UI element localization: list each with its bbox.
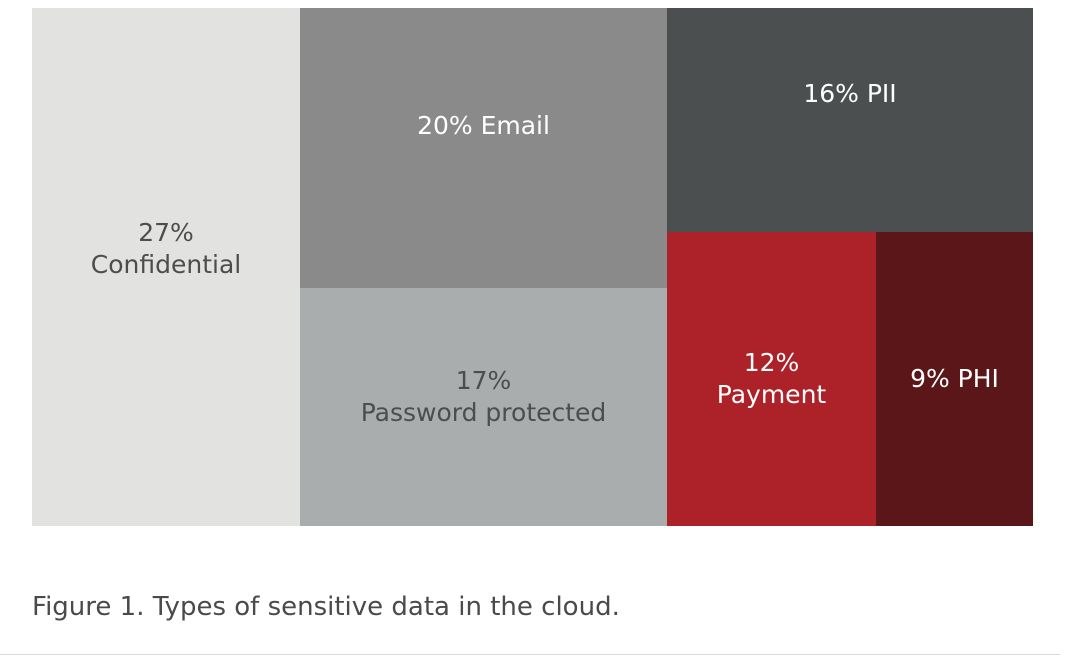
treemap-label-password-protected: 17% Password protected [361,365,607,430]
treemap-label-line: Password protected [360,398,607,427]
treemap-label-phi: 9% PHI [910,363,999,396]
treemap-tile-email: 20% Email [300,8,667,288]
treemap-tile-pii: 16% PII [667,8,1033,232]
figure-caption: Figure 1. Types of sensitive data in the… [32,592,620,622]
treemap-label-line: 12% [743,347,800,377]
treemap-tile-phi: 9% PHI [876,232,1033,526]
treemap-label-line: 17% [455,365,512,395]
treemap-label-line: 9% PHI [910,363,999,393]
treemap-tile-confidential: 27% Confidential [32,8,300,526]
treemap-label-confidential: 27% Confidential [91,217,241,282]
treemap-label-line: 27% [138,217,194,247]
treemap-label-line: 16% PII [803,78,897,108]
treemap-label-line: Payment [716,380,827,409]
treemap-label-line: Confidential [90,250,242,279]
treemap-tile-password-protected: 17% Password protected [300,288,667,526]
treemap-label-line: 20% Email [417,110,550,140]
treemap-tile-payment: 12% Payment [667,232,876,526]
treemap-label-payment: 12% Payment [717,347,826,412]
treemap-chart: 27% Confidential 20% Email 17% Password prot… [32,8,1033,526]
divider-line [0,654,1060,655]
treemap-label-email: 20% Email [417,110,550,143]
treemap-label-pii: 16% PII [803,78,896,111]
